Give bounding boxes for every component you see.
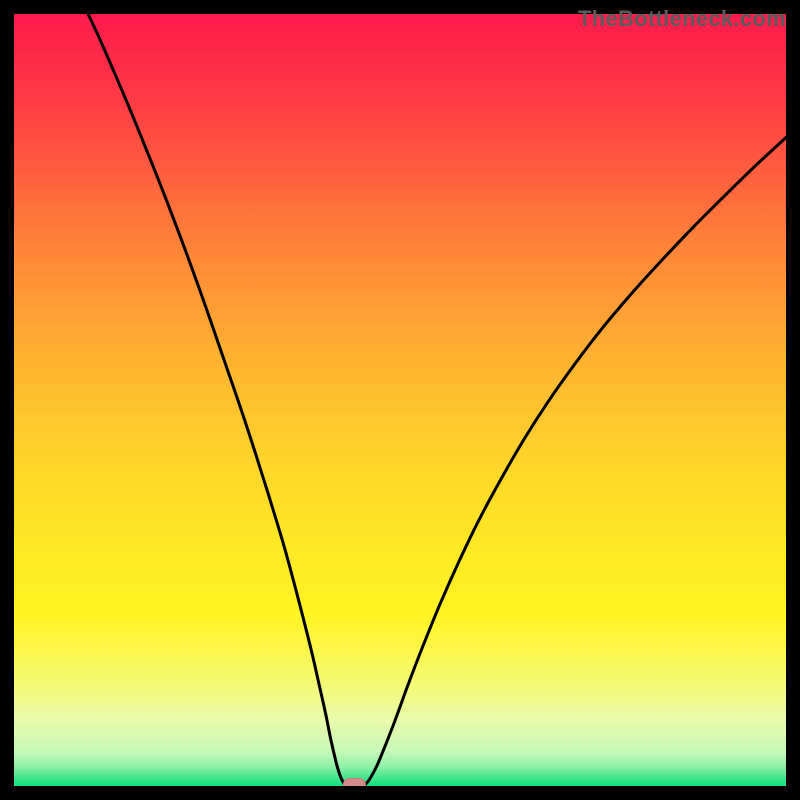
figure-stage: TheBottleneck.com bbox=[0, 0, 800, 800]
plot-background bbox=[14, 14, 786, 786]
watermark-text: TheBottleneck.com bbox=[578, 6, 786, 32]
bottleneck-curve-figure bbox=[0, 0, 800, 800]
